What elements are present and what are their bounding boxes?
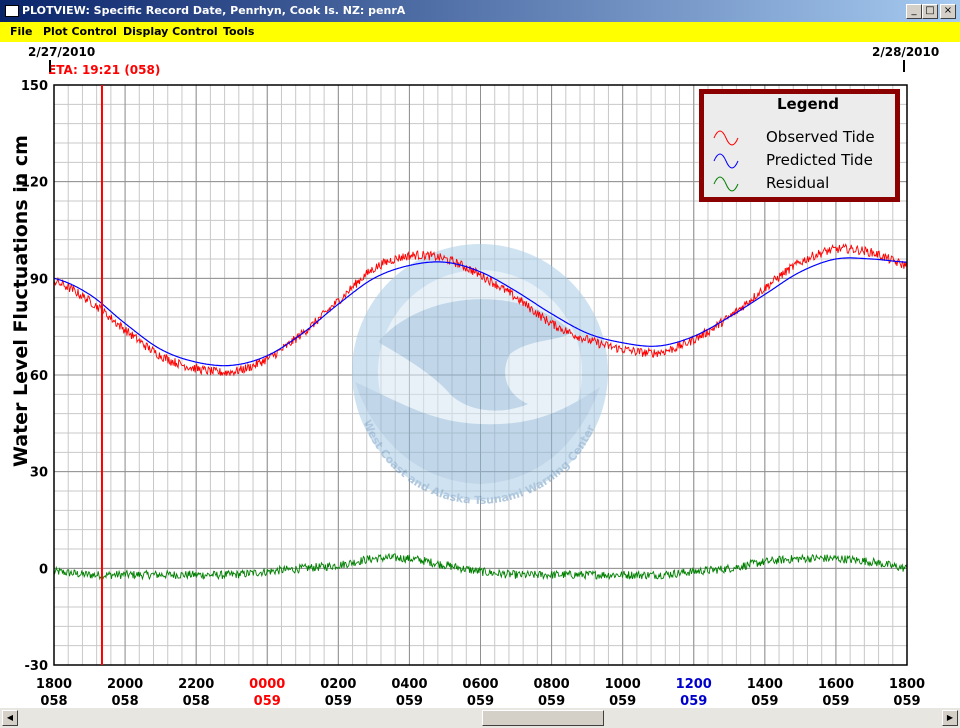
y-tick-label: 60 [30, 369, 48, 384]
tide-chart[interactable]: West Coast and Alaska Tsunami Warning Ce… [0, 42, 960, 708]
legend-predicted-label: Predicted Tide [766, 151, 873, 169]
menu-plot-control[interactable]: Plot Control [43, 25, 117, 38]
legend-observed-label: Observed Tide [766, 128, 875, 146]
x-tick-time-label: 0400 [391, 677, 427, 692]
y-tick-label: 30 [30, 466, 48, 481]
series-layer [53, 243, 908, 581]
start-date-label: 2/27/2010 [28, 45, 96, 59]
x-tick-time-label: 2200 [178, 677, 214, 692]
x-tick-time-label: 0200 [320, 677, 356, 692]
y-tick-label: -30 [25, 659, 49, 674]
legend-residual-label: Residual [766, 174, 829, 192]
close-button[interactable]: × [940, 4, 956, 19]
legend[interactable]: Legend Observed Tide Predicted Tide Resi… [699, 89, 900, 202]
window-title: PLOTVIEW: Specific Record Date, Penrhyn,… [22, 4, 406, 17]
legend-residual-swatch [713, 176, 739, 192]
x-tick-day-label: 059 [254, 694, 281, 708]
x-tick-time-label: 0000 [249, 677, 285, 692]
app-icon[interactable] [5, 5, 19, 17]
x-tick-day-label: 059 [680, 694, 707, 708]
maximize-button[interactable]: □ [922, 4, 938, 19]
x-tick-time-label: 2000 [107, 677, 143, 692]
legend-predicted-swatch [713, 153, 739, 169]
minimize-button[interactable]: _ [906, 4, 922, 19]
x-tick-day-label: 059 [893, 694, 920, 708]
end-date-label: 2/28/2010 [872, 45, 940, 59]
x-tick-day-label: 059 [467, 694, 494, 708]
axes: -30 0 30 60 90 120 150 1800 058 2000 058 2200 058 000… [21, 79, 925, 708]
x-tick-day-label: 059 [609, 694, 636, 708]
x-tick-day-label: 059 [822, 694, 849, 708]
x-tick-time-label: 1800 [36, 677, 72, 692]
horizontal-scrollbar[interactable]: ◀ ▶ [0, 708, 960, 728]
eta-label: ETA: 19:21 (058) [48, 63, 161, 77]
plot-frame [53, 84, 908, 666]
x-tick-day-label: 059 [751, 694, 778, 708]
legend-observed-swatch [713, 130, 739, 146]
x-tick-day-label: 059 [325, 694, 352, 708]
menu-tools[interactable]: Tools [223, 25, 255, 38]
menu-display-control[interactable]: Display Control [123, 25, 218, 38]
scroll-left-button[interactable]: ◀ [2, 710, 18, 726]
scroll-right-button[interactable]: ▶ [942, 710, 958, 726]
x-tick-day-label: 058 [40, 694, 67, 708]
x-tick-time-label: 1000 [605, 677, 641, 692]
y-tick-label: 90 [30, 272, 48, 287]
x-tick-day-label: 058 [112, 694, 139, 708]
menu-file[interactable]: File [10, 25, 33, 38]
x-tick-time-label: 1800 [889, 677, 925, 692]
title-bar: PLOTVIEW: Specific Record Date, Penrhyn,… [0, 0, 960, 22]
y-tick-label: 120 [21, 176, 48, 191]
seagull-icon [378, 299, 572, 411]
x-tick-day-label: 059 [396, 694, 423, 708]
x-tick-time-label: 0600 [462, 677, 498, 692]
plot-area: 2/27/2010 2/28/2010 ETA: 19:21 (058) Wat… [0, 42, 960, 708]
series-residual [53, 552, 908, 581]
scroll-thumb[interactable] [482, 710, 604, 726]
legend-title: Legend [777, 95, 839, 113]
series-predicted-tide [53, 257, 907, 367]
x-tick-day-label: 058 [183, 694, 210, 708]
noaa-watermark: West Coast and Alaska Tsunami Warning Ce… [352, 244, 608, 507]
legend-box [704, 94, 895, 197]
y-tick-label: 0 [39, 562, 48, 577]
menu-bar: File Plot Control Display Control Tools [0, 22, 960, 42]
x-tick-time-label: 1600 [818, 677, 854, 692]
y-tick-label: 150 [21, 79, 48, 94]
x-tick-time-label: 0800 [533, 677, 569, 692]
x-tick-time-label: 1400 [747, 677, 783, 692]
x-tick-day-label: 059 [538, 694, 565, 708]
x-tick-time-label: 1200 [676, 677, 712, 692]
wave-icon [355, 382, 600, 484]
